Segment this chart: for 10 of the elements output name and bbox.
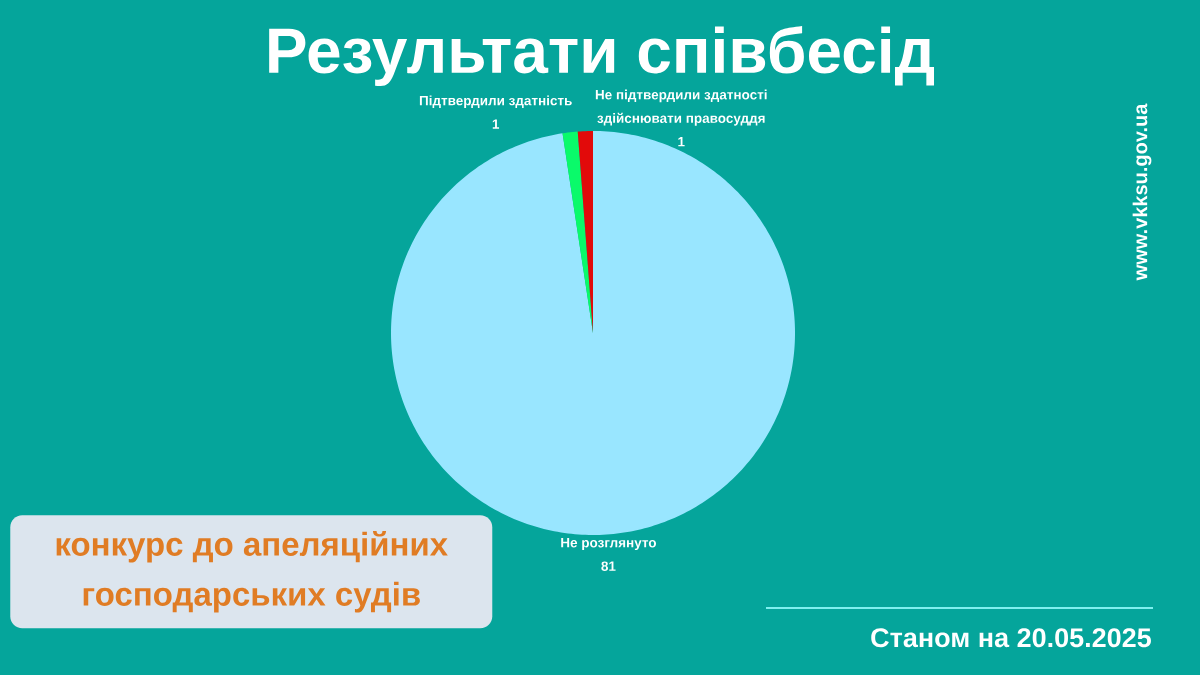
slice-label: Не підтвердили здатності здійснювати правосуддя xyxy=(595,89,767,126)
data-label: 81 xyxy=(601,561,616,571)
slice-label: Не розглянуто xyxy=(561,538,657,551)
data-label: 1 xyxy=(492,119,500,129)
text: www.vkksu.gov.ua xyxy=(1132,103,1152,281)
data-label: 1 xyxy=(678,137,685,147)
chart-title: Результати співбесід xyxy=(269,25,935,87)
text: Станом на 20.05.2025 xyxy=(871,628,1151,648)
slice-label: Підтвердили здатність xyxy=(419,95,572,109)
text: конкурс до апеляційних господарських судів xyxy=(56,531,448,613)
